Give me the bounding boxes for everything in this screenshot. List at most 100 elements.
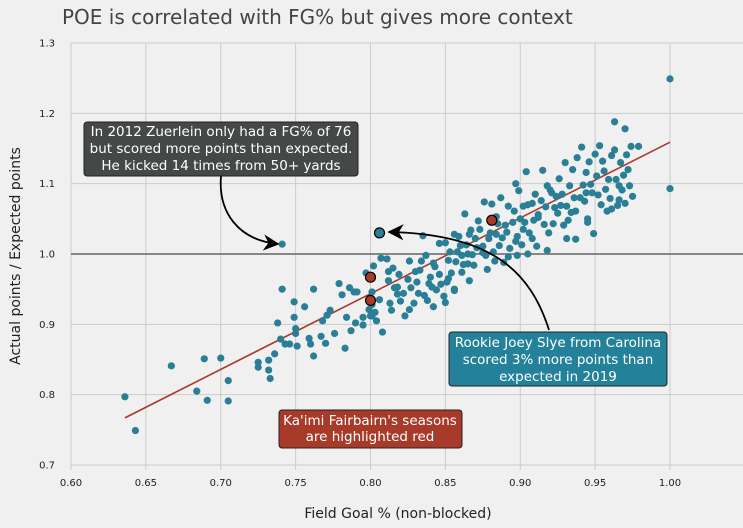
- data-point: [254, 363, 262, 371]
- data-point: [485, 234, 493, 243]
- data-point: [444, 256, 452, 264]
- data-point: [537, 196, 545, 205]
- data-points: [121, 75, 674, 435]
- data-point: [456, 241, 464, 250]
- data-point: [572, 235, 580, 243]
- data-point: [482, 251, 490, 260]
- data-point: [455, 232, 463, 241]
- data-point: [422, 251, 430, 260]
- data-point: [435, 270, 443, 278]
- data-point-fairbairn: [486, 214, 498, 226]
- data-point: [414, 289, 423, 297]
- data-point: [265, 356, 273, 364]
- data-point: [552, 192, 560, 200]
- data-point: [254, 358, 262, 366]
- data-point: [600, 167, 608, 175]
- data-point: [452, 258, 460, 266]
- data-point: [486, 229, 494, 237]
- data-point: [545, 229, 553, 237]
- data-point: [444, 275, 452, 283]
- data-point: [377, 254, 385, 262]
- data-point: [399, 289, 408, 297]
- data-point: [290, 313, 298, 321]
- data-point: [200, 355, 208, 363]
- data-point: [387, 306, 396, 314]
- data-point: [345, 284, 354, 292]
- data-point: [432, 286, 440, 294]
- y-tick-label: 1.2: [39, 109, 55, 120]
- data-point: [480, 198, 488, 206]
- data-point: [293, 342, 301, 350]
- data-point: [301, 303, 309, 311]
- annotation-zuerlein: In 2012 Zuerlein only had a FG% of 76 but…: [83, 121, 359, 177]
- data-point: [597, 201, 605, 209]
- data-point: [347, 327, 355, 335]
- data-point: [606, 194, 614, 203]
- data-point: [591, 150, 599, 158]
- data-point: [131, 426, 139, 435]
- data-point: [278, 240, 286, 248]
- data-point: [488, 200, 496, 208]
- x-axis-label: Field Goal % (non-blocked): [304, 506, 491, 522]
- y-tick-label: 1.3: [39, 39, 55, 50]
- data-point: [613, 201, 622, 210]
- annotation-fairbairn: Ka'imi Fairbairn's seasons are highlighte…: [278, 409, 463, 449]
- data-point: [534, 211, 542, 219]
- data-point: [599, 157, 607, 165]
- data-point: [634, 142, 643, 150]
- data-point: [558, 190, 566, 198]
- annotation-slye: Rookie Joey Slye from Carolina scored 3% …: [448, 331, 668, 387]
- data-point: [497, 194, 505, 202]
- data-point: [563, 234, 571, 243]
- data-point: [590, 230, 598, 238]
- data-point: [396, 297, 405, 305]
- data-point: [519, 225, 527, 233]
- data-point: [543, 246, 551, 255]
- data-point: [531, 190, 539, 198]
- data-point: [610, 118, 619, 126]
- data-point: [203, 396, 211, 404]
- data-point: [405, 305, 414, 314]
- data-point: [413, 278, 421, 286]
- data-point: [407, 284, 415, 292]
- data-point: [605, 175, 613, 184]
- data-point: [666, 75, 674, 83]
- data-point: [309, 285, 318, 293]
- data-point: [491, 257, 499, 265]
- data-point: [621, 125, 629, 133]
- data-point: [533, 242, 541, 250]
- data-point: [307, 340, 315, 348]
- data-point: [420, 291, 429, 300]
- data-point: [318, 317, 327, 325]
- data-point: [612, 175, 620, 184]
- data-point: [504, 202, 512, 210]
- tick-labels: 0.60 0.65 0.70 0.75 0.80 0.85 0.90 0.95 1.00 0.7 0…: [39, 39, 681, 490]
- x-tick-label: 0.95: [584, 478, 606, 489]
- trend-line: [124, 141, 671, 419]
- data-point: [506, 244, 514, 252]
- data-point: [474, 217, 482, 225]
- data-point: [353, 288, 361, 296]
- data-point: [465, 277, 473, 285]
- data-point: [429, 303, 437, 311]
- data-point: [616, 158, 625, 167]
- data-point: [467, 226, 475, 234]
- data-point: [401, 312, 409, 320]
- data-point: [528, 199, 536, 207]
- data-point: [277, 335, 285, 343]
- data-point: [528, 234, 536, 243]
- data-point: [431, 263, 439, 271]
- data-point: [582, 189, 590, 197]
- data-point: [627, 142, 635, 150]
- data-point: [501, 221, 509, 229]
- x-tick-label: 0.65: [135, 478, 157, 489]
- data-point: [461, 210, 469, 218]
- data-point: [217, 354, 225, 362]
- y-tick-label: 1.1: [39, 179, 55, 190]
- data-point: [509, 218, 517, 226]
- data-point: [167, 362, 175, 370]
- data-point: [572, 207, 580, 215]
- data-point: [342, 313, 351, 321]
- data-point: [607, 205, 616, 213]
- data-point: [515, 187, 523, 195]
